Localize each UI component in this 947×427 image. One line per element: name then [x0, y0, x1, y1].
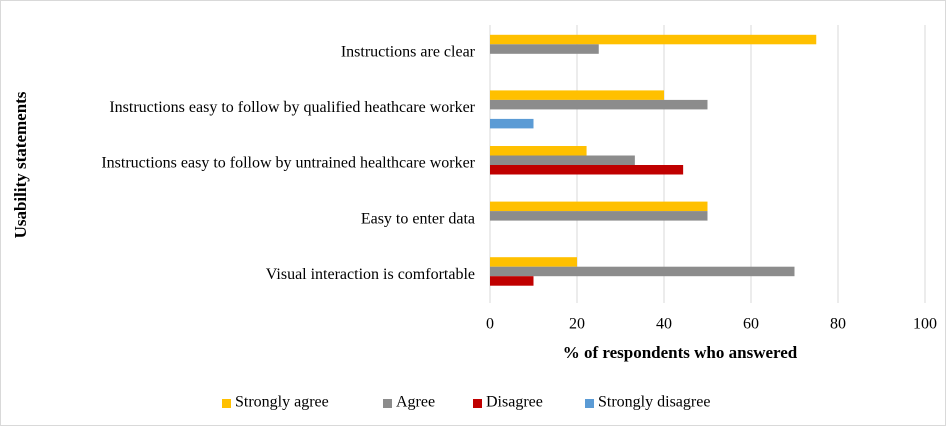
- y-axis-label: Usability statements: [11, 91, 30, 238]
- x-axis-label: % of respondents who answered: [563, 343, 798, 362]
- bar: [490, 44, 599, 54]
- y-tick-label: Instructions easy to follow by untrained…: [101, 155, 475, 172]
- legend-label: Agree: [396, 394, 435, 411]
- bar: [490, 34, 817, 45]
- legend-swatch: [473, 399, 482, 408]
- legend-label: Disagree: [486, 394, 543, 411]
- y-tick-label: Instructions are clear: [341, 43, 476, 60]
- legend-swatch: [222, 399, 231, 408]
- bar: [490, 211, 708, 221]
- bar: [490, 257, 577, 267]
- bar: [490, 276, 534, 286]
- legend-swatch: [585, 399, 594, 408]
- bar: [490, 165, 684, 175]
- bar: [490, 99, 708, 110]
- bar: [490, 201, 708, 212]
- bar: [490, 90, 664, 100]
- x-tick-label: 100: [913, 316, 937, 333]
- bar: [490, 146, 587, 156]
- bar: [490, 155, 635, 165]
- bar: [490, 266, 795, 277]
- x-tick-label: 0: [486, 316, 494, 333]
- x-tick-label: 60: [743, 316, 759, 333]
- bar: [490, 118, 534, 129]
- y-tick-label: Easy to enter data: [361, 210, 475, 227]
- legend-label: Strongly agree: [235, 394, 329, 411]
- x-tick-label: 20: [569, 316, 585, 333]
- legend-swatch: [383, 399, 392, 408]
- legend-label: Strongly disagree: [598, 394, 710, 411]
- x-tick-label: 40: [656, 316, 672, 333]
- y-tick-label: Instructions easy to follow by qualified…: [109, 99, 475, 116]
- y-tick-label: Visual interaction is comfortable: [266, 266, 475, 283]
- x-tick-label: 80: [830, 316, 846, 333]
